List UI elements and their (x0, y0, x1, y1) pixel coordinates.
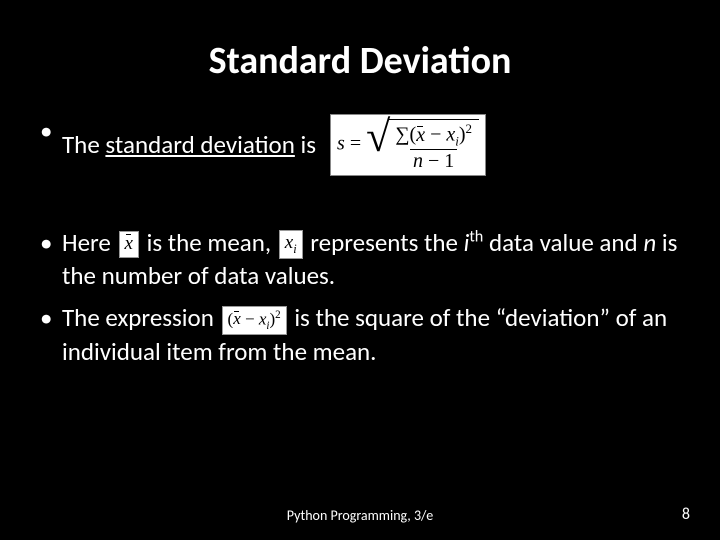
formula-s: s (337, 132, 345, 154)
minus: − (425, 124, 446, 146)
rpar: ) (459, 124, 466, 146)
b2-pre: Here (62, 227, 117, 258)
b2-mid2: represents the (305, 227, 464, 258)
xi-i: i (293, 242, 296, 256)
xbar-inline: x (119, 231, 139, 258)
den-n: n (413, 150, 423, 172)
squared: 2 (466, 121, 473, 136)
squared: 2 (275, 309, 281, 321)
b1-underlined: standard deviation (105, 129, 294, 160)
sigma-icon: ∑ (395, 124, 409, 146)
slide: Standard Deviation • The standard deviat… (0, 0, 720, 540)
minus: − (241, 309, 259, 328)
xi-x: x (446, 124, 455, 146)
den-minus1: − 1 (423, 150, 454, 172)
n-var: n (643, 227, 656, 258)
b3-pre: The expression (62, 302, 220, 333)
xi-inline: xi (279, 230, 303, 259)
bullet-1: • The standard deviation is s = √ ∑(x − … (40, 114, 680, 176)
b1-post: is (295, 129, 316, 160)
formula-eq: = (345, 132, 366, 154)
deviation-sq-expr: (x − xi)2 (222, 306, 287, 335)
b2-mid1: is the mean, (141, 227, 277, 258)
footer-text: Python Programming, 3/e (0, 507, 720, 524)
stddev-formula: s = √ ∑(x − xi)2 n − 1 (330, 114, 486, 176)
xbar-icon: x (416, 125, 425, 145)
ith-th: th (469, 227, 483, 246)
page-number: 8 (682, 505, 690, 524)
slide-content: • The standard deviation is s = √ ∑(x − … (40, 114, 680, 369)
fraction: ∑(x − xi)2 n − 1 (392, 122, 475, 171)
xi-x: x (285, 232, 293, 253)
xbar-icon: x (233, 310, 241, 329)
bullet-mark: • (40, 301, 62, 369)
bullet-mark: • (40, 114, 62, 148)
b1-pre: The (62, 129, 105, 160)
sqrt-icon: √ ∑(x − xi)2 n − 1 (366, 119, 479, 171)
bullet-mark: • (40, 226, 62, 294)
xbar-icon: x (125, 233, 133, 256)
bullet-2: • Here x is the mean, xi represents the … (40, 226, 680, 294)
b2-mid3: data value and (483, 227, 643, 258)
slide-title: Standard Deviation (40, 38, 680, 84)
bullet-3: • The expression (x − xi)2 is the square… (40, 301, 680, 369)
